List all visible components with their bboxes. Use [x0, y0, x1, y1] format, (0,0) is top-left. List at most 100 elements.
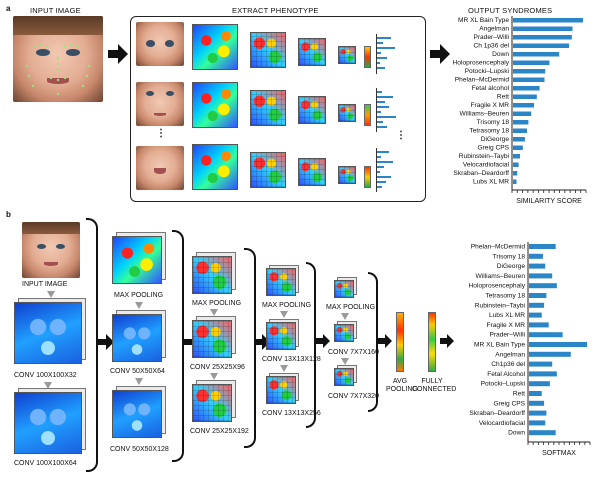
- feature-map-a-9: [298, 158, 326, 186]
- feature-map-a-12: [338, 166, 356, 184]
- score-bar: [513, 128, 527, 133]
- score-bar: [513, 94, 537, 99]
- syndrome-label: Lubs XL MR: [489, 312, 525, 319]
- input-image-b-label: INPUT IMAGE: [22, 281, 68, 288]
- input-face-image: [13, 16, 103, 102]
- bracket-4: [306, 262, 316, 428]
- conv5a-label: CONV 7x7x160: [328, 349, 379, 356]
- conv2b-stack: [112, 386, 168, 442]
- avg-pooling-label: AVG POOLING: [386, 378, 418, 393]
- feature-map-a-4: [250, 32, 286, 68]
- arrow-b-1: [98, 334, 114, 350]
- syndrome-label: Fetal Alcohol: [487, 371, 525, 378]
- score-bar: [513, 137, 525, 142]
- down-arrow-conv4: [280, 365, 288, 372]
- mini-bar-chart-2: [376, 88, 420, 132]
- score-bar: [513, 111, 532, 116]
- conv2a-label: CONV 50x50x64: [110, 368, 165, 375]
- score-bar: [513, 145, 523, 150]
- score-bar: [513, 69, 546, 74]
- pool4-stack: [334, 277, 358, 302]
- score-bar: [529, 273, 553, 279]
- syndrome-label: Ch 1p36 del: [473, 43, 509, 50]
- syndrome-label: Down: [508, 430, 525, 437]
- score-bar: [513, 26, 573, 31]
- pool3-label: MAX POOLING: [262, 302, 312, 309]
- syndrome-label: Williams–Beuren: [476, 273, 526, 280]
- arrow-b-6: [440, 334, 454, 348]
- syndrome-label: Greig CPS: [477, 145, 509, 152]
- pool4-label: MAX POOLING: [326, 304, 376, 311]
- syndrome-label: Skraban–Deardorff: [453, 170, 509, 177]
- face-crop-mouth: [136, 146, 184, 190]
- score-bar: [529, 253, 543, 259]
- down-arrow-conv2: [135, 378, 143, 385]
- syndrome-label: Fragile X MR: [471, 102, 510, 109]
- score-bar: [513, 171, 518, 176]
- pillar-a-1: [364, 46, 371, 68]
- feature-map-a-3: [192, 144, 238, 190]
- mini-bar-chart-3: [376, 148, 420, 192]
- syndrome-label: Skraban–Deardorff: [469, 410, 525, 417]
- syndrome-label: Greig CPS: [493, 400, 525, 407]
- down-arrow-input: [47, 291, 55, 298]
- score-bar: [529, 283, 557, 289]
- down-arrow-pool2: [210, 309, 218, 316]
- down-arrow-pool1: [135, 302, 143, 309]
- facial-landmarks-overlay: [25, 43, 91, 96]
- mini-bar-chart-1: [376, 34, 420, 74]
- syndrome-label: Williams–Beuren: [460, 111, 510, 118]
- syndrome-label: Angelman: [479, 26, 509, 33]
- bracket-5: [368, 272, 378, 412]
- syndrome-label: Tetrasomy 18: [485, 293, 525, 300]
- syndrome-label: Angelman: [495, 351, 525, 358]
- pool1-stack: [112, 232, 168, 288]
- pillar-a-3: [364, 166, 371, 188]
- conv3b-label: CONV 25x25x192: [190, 428, 249, 435]
- score-bar: [529, 263, 546, 269]
- down-arrow-conv1: [44, 382, 52, 389]
- score-bar: [529, 361, 553, 367]
- score-bar: [513, 77, 545, 82]
- down-arrow-pool4: [341, 313, 349, 320]
- score-bar: [513, 18, 583, 23]
- score-bar: [529, 400, 545, 406]
- syndrome-label: Prader–Willi: [473, 34, 509, 41]
- arrow-to-output: [430, 44, 450, 64]
- fully-connected-label: FULLY CONNECTED: [412, 378, 457, 393]
- face-crop-eyes: [136, 22, 184, 66]
- score-bar: [529, 342, 587, 347]
- conv4b-label: CONV 13x13x256: [262, 410, 321, 417]
- syndrome-label: Rett: [497, 94, 509, 101]
- conv3a-label: CONV 25x25x96: [190, 364, 245, 371]
- conv1a-stack: [14, 298, 90, 368]
- down-arrow-conv5: [341, 358, 349, 365]
- score-bar: [529, 293, 547, 298]
- syndrome-label: Rubinstein–Taybi: [475, 302, 526, 309]
- feature-map-a-1: [192, 24, 238, 70]
- pillar-a-2: [364, 104, 371, 126]
- face-crop-middle: [136, 82, 184, 126]
- input-face-b: [22, 222, 80, 278]
- syndrome-label: Trisomy 18: [493, 253, 526, 260]
- arrow-b-5: [378, 334, 392, 348]
- conv3b-stack: [192, 380, 238, 426]
- feature-map-a-10: [338, 46, 356, 64]
- feature-map-a-11: [338, 104, 356, 122]
- panel-a-letter: a: [6, 4, 11, 13]
- avg-pooling-vector: [396, 312, 404, 372]
- conv4b-stack: [266, 373, 300, 408]
- score-bar: [513, 120, 529, 125]
- syndrome-label: DiGeorge: [497, 263, 526, 270]
- conv4a-label: CONV 13x13x128: [262, 356, 321, 363]
- score-bar: [529, 351, 571, 357]
- syndrome-label: Prader–Willi: [489, 332, 525, 339]
- score-bar: [513, 43, 569, 48]
- feature-map-a-8: [298, 96, 326, 124]
- extract-phenotype-label: EXTRACT PHENOTYPE: [232, 6, 319, 15]
- syndrome-label: Holoprosencephaly: [469, 283, 526, 290]
- score-bar: [529, 381, 550, 387]
- syndrome-label: Phelan–McDermid: [471, 244, 526, 251]
- score-bar: [529, 410, 547, 416]
- feature-map-a-2: [192, 82, 238, 128]
